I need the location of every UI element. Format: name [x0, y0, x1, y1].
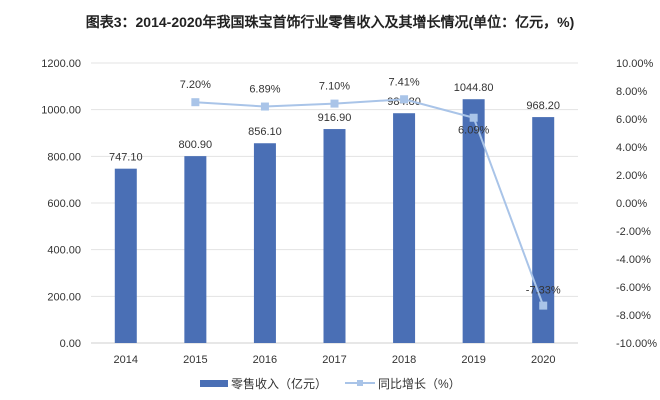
x-tick-label: 2017 — [322, 354, 346, 366]
bar — [323, 129, 346, 343]
y-right-tick-label: 8.00% — [616, 86, 647, 98]
bar-data-label: 916.90 — [318, 112, 352, 124]
line-marker — [469, 113, 478, 122]
bar-data-label: 856.10 — [248, 126, 282, 138]
x-tick-label: 2020 — [531, 354, 555, 366]
y-right-tick-label: 4.00% — [616, 142, 647, 154]
line-data-label: 6.09% — [458, 125, 489, 137]
line-data-label: 7.41% — [388, 76, 419, 88]
legend-line-label: 同比增长（%） — [378, 377, 461, 391]
bar — [253, 143, 276, 343]
y-right-tick-label: -10.00% — [616, 338, 657, 350]
y-right-tick-label: -4.00% — [616, 254, 651, 266]
y-right-tick-label: 0.00% — [616, 198, 647, 210]
y-right-tick-label: 2.00% — [616, 170, 647, 182]
line-data-label: -7.33% — [526, 285, 561, 297]
y-left-tick-label: 200.00 — [47, 291, 81, 303]
y-left-tick-label: 400.00 — [47, 245, 81, 257]
y-right-tick-label: -2.00% — [616, 226, 651, 238]
x-tick-label: 2014 — [114, 354, 138, 366]
legend-bar-swatch — [200, 380, 228, 387]
bar-data-label: 968.20 — [526, 100, 560, 112]
y-right-tick-label: 10.00% — [616, 58, 654, 70]
bar — [184, 156, 207, 343]
bar — [462, 99, 485, 343]
y-right-tick-label: -6.00% — [616, 282, 651, 294]
y-right-tick-label: -8.00% — [616, 310, 651, 322]
bar-data-label: 747.10 — [109, 152, 143, 164]
y-right-tick-label: 6.00% — [616, 114, 647, 126]
line-data-label: 7.10% — [319, 81, 350, 93]
line-data-label: 6.89% — [249, 84, 280, 96]
line-marker — [191, 98, 200, 107]
bar — [114, 168, 137, 343]
bar — [532, 117, 555, 343]
y-left-tick-label: 0.00 — [60, 338, 81, 350]
x-tick-label: 2019 — [461, 354, 485, 366]
x-tick-label: 2018 — [392, 354, 416, 366]
x-tick-label: 2015 — [183, 354, 207, 366]
growth-line — [195, 98, 545, 306]
line-marker — [260, 102, 269, 111]
bar — [393, 113, 416, 343]
chart-title: 图表3：2014-2020年我国珠宝首饰行业零售收入及其增长情况(单位：亿元，%… — [85, 14, 575, 30]
y-left-tick-label: 1000.00 — [41, 105, 81, 117]
line-marker — [330, 99, 339, 108]
legend-line-marker — [357, 380, 363, 386]
bar-data-label: 1044.80 — [454, 82, 494, 94]
line-marker — [400, 95, 409, 104]
line-marker — [539, 301, 548, 310]
bar-data-label: 800.90 — [179, 139, 213, 151]
y-left-tick-label: 600.00 — [47, 198, 81, 210]
legend-bar-label: 零售收入（亿元） — [231, 376, 327, 391]
y-left-tick-label: 1200.00 — [41, 58, 81, 70]
x-tick-label: 2016 — [253, 354, 277, 366]
line-data-label: 7.20% — [180, 79, 211, 91]
y-left-tick-label: 800.00 — [47, 151, 81, 163]
